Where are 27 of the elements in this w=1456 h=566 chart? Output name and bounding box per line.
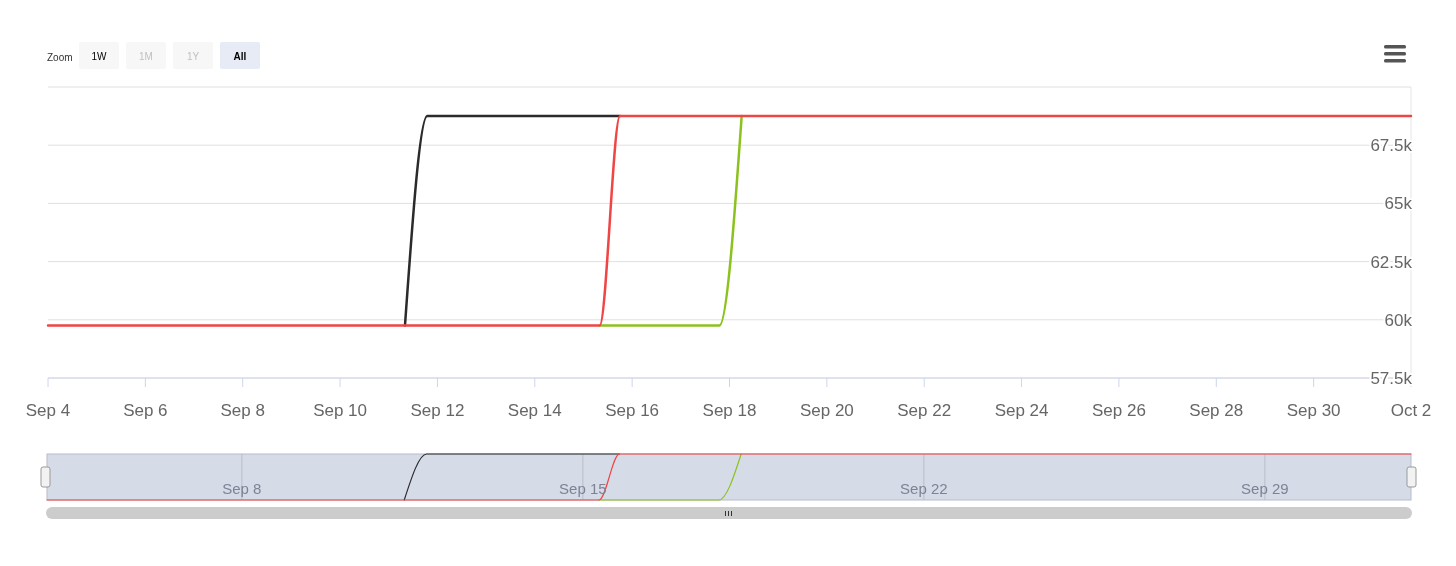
x-tick-label: Sep 10 [313, 401, 368, 420]
x-tick-label: Sep 8 [220, 401, 265, 420]
x-tick-label: Sep 12 [410, 401, 465, 420]
x-tick-label: Sep 28 [1189, 401, 1244, 420]
y-tick-label: 65k [1384, 194, 1413, 214]
y-tick-label: 57.5k [1370, 368, 1413, 388]
x-tick-label: Sep 29 [1241, 480, 1289, 497]
text: 1W [91, 51, 108, 62]
x-tick-label: Sep 24 [994, 401, 1049, 420]
x-tick-label: Sep 15 [559, 480, 607, 497]
x-tick-label: Sep 6 [123, 401, 168, 420]
x-tick-label: Oct 2 [1390, 401, 1432, 420]
x-tick-label: Sep 14 [507, 401, 562, 420]
y-tick-label: 67.5k [1370, 136, 1413, 156]
x-tick-label: Sep 30 [1286, 401, 1341, 420]
text: All [233, 51, 247, 62]
x-tick-label: Sep 18 [702, 401, 757, 420]
x-tick-label: Sep 20 [799, 401, 854, 420]
x-tick-label: Sep 16 [605, 401, 660, 420]
text: Zoom [47, 52, 73, 63]
x-tick-label: Sep 4 [25, 401, 71, 420]
x-tick-label: Sep 22 [900, 480, 948, 497]
y-tick-label: 60k [1384, 310, 1413, 330]
x-tick-label: Sep 8 [222, 480, 262, 497]
x-tick-label: Sep 26 [1091, 401, 1146, 420]
x-tick-label: Sep 22 [897, 401, 952, 420]
y-tick-label: 62.5k [1370, 252, 1413, 272]
